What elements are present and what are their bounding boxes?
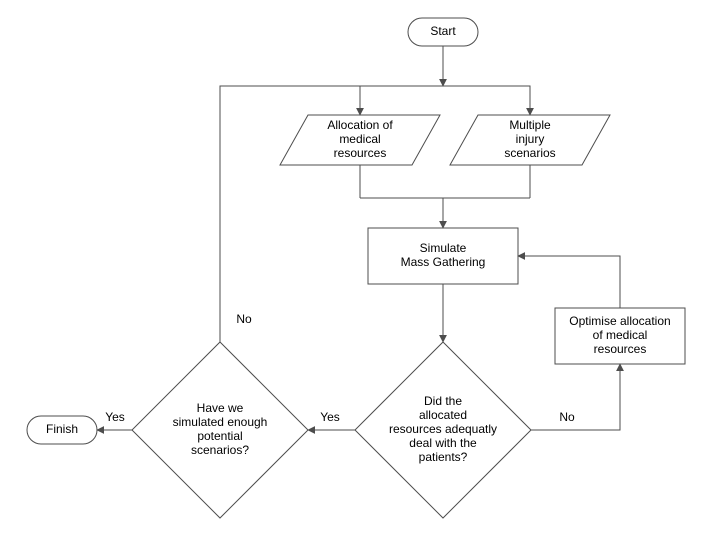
svg-text:resources adequatly: resources adequatly (389, 422, 497, 436)
node-alloc-label: Allocation ofmedicalresources (327, 118, 393, 160)
svg-text:potential: potential (197, 429, 242, 443)
svg-text:Allocation of: Allocation of (327, 118, 393, 132)
flowchart-canvas: NoYesNoYesStartAllocation ofmedicalresou… (0, 0, 710, 555)
edge-e11-label: Yes (320, 410, 340, 424)
svg-text:resources: resources (334, 146, 387, 160)
svg-text:scenarios: scenarios (504, 146, 555, 160)
svg-text:Start: Start (430, 24, 456, 38)
node-scen-label: Multipleinjuryscenarios (504, 118, 555, 160)
svg-text:Have we: Have we (197, 401, 244, 415)
svg-text:allocated: allocated (419, 408, 467, 422)
svg-text:Mass Gathering: Mass Gathering (401, 255, 486, 269)
node-finish-label: Finish (46, 422, 78, 436)
svg-text:medical: medical (339, 132, 380, 146)
svg-text:Multiple: Multiple (509, 118, 551, 132)
svg-text:Simulate: Simulate (420, 241, 467, 255)
edge-e10 (518, 256, 620, 308)
edge-e9-label: No (559, 410, 575, 424)
svg-text:scenarios?: scenarios? (191, 443, 249, 457)
node-dec1-label: Did theallocatedresources adequatlydeal … (389, 394, 497, 464)
node-dec2-label: Have wesimulated enoughpotentialscenario… (173, 401, 268, 457)
edge-e12-label: No (236, 312, 252, 326)
edge-e2 (360, 86, 443, 115)
svg-text:Finish: Finish (46, 422, 78, 436)
svg-text:simulated enough: simulated enough (173, 415, 268, 429)
svg-text:Did the: Did the (424, 394, 462, 408)
svg-text:deal with the: deal with the (409, 436, 477, 450)
svg-text:Optimise allocation: Optimise allocation (569, 314, 670, 328)
svg-text:of medical: of medical (593, 328, 648, 342)
node-sim-label: SimulateMass Gathering (401, 241, 486, 269)
edge-e9 (531, 364, 620, 430)
node-start-label: Start (430, 24, 456, 38)
svg-text:patients?: patients? (419, 450, 468, 464)
node-opt-label: Optimise allocationof medicalresources (569, 314, 670, 356)
edge-e3 (443, 86, 530, 115)
edge-e13-label: Yes (105, 410, 125, 424)
svg-text:injury: injury (516, 132, 545, 146)
svg-text:resources: resources (594, 342, 647, 356)
